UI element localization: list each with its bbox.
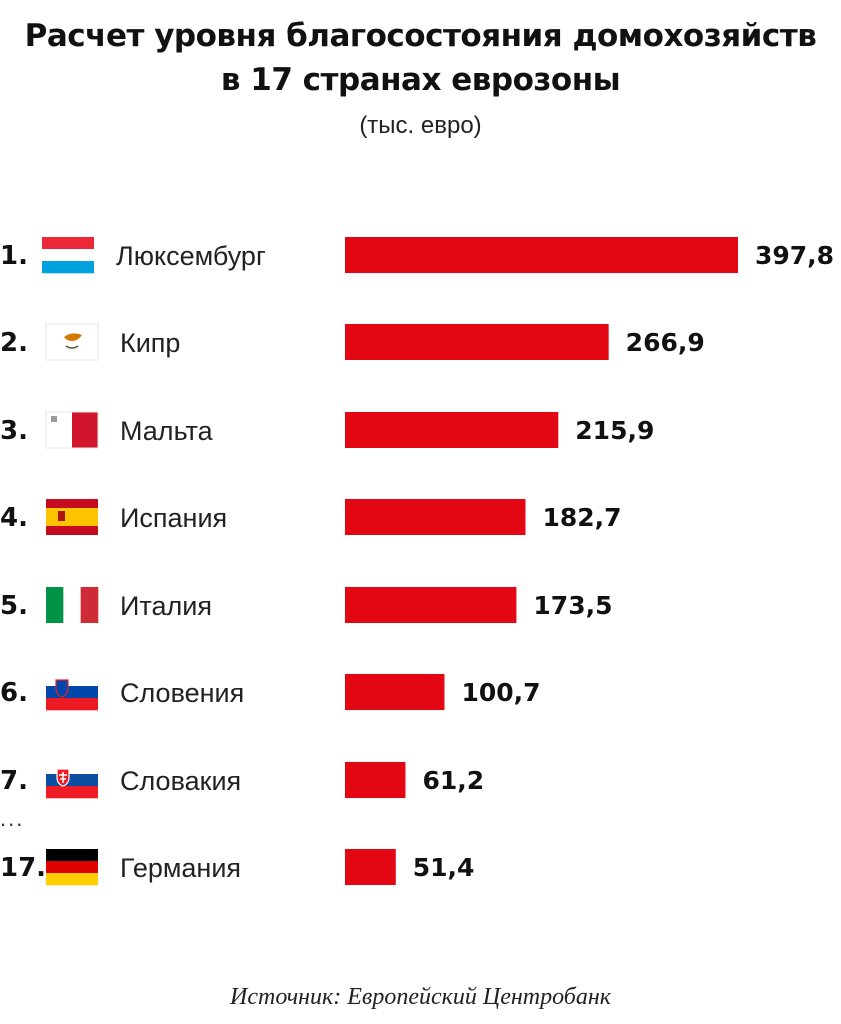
value-label: 266,9 [626, 328, 705, 357]
italy-flag-icon [46, 587, 99, 623]
cyprus-flag-icon [45, 323, 99, 361]
country-label: Люксембург [116, 241, 266, 271]
rank-label: 3. [0, 416, 28, 446]
chart-title: Расчет уровня благосостояния домохозяйст… [0, 14, 841, 102]
rank-label: 17. [0, 853, 46, 883]
value-label: 61,2 [422, 766, 484, 795]
value-label: 173,5 [533, 591, 612, 620]
rank-label: 4. [0, 503, 28, 533]
slovakia-flag-icon [46, 762, 98, 799]
bar [345, 237, 738, 273]
rank-label: 2. [0, 328, 28, 358]
value-label: 397,8 [755, 241, 834, 270]
rank-label: 6. [0, 678, 28, 708]
chart-row: 17. Германия 51,4 [0, 849, 475, 886]
chart-title-line1: Расчет уровня благосостояния домохозяйст… [24, 18, 817, 54]
spain-flag-icon [46, 499, 98, 535]
bar [345, 324, 609, 360]
bar [345, 587, 517, 623]
chart-row: 1. Люксембург 397,8 [0, 237, 834, 274]
germany-flag-icon [46, 849, 98, 886]
bar [345, 674, 445, 710]
chart-row: 4. Испания 182,7 [0, 499, 622, 535]
value-label: 215,9 [575, 416, 654, 445]
country-label: Италия [120, 591, 212, 621]
bar [345, 412, 559, 448]
chart-row: 7. Словакия 61,2 [0, 762, 484, 799]
country-label: Словения [120, 678, 244, 708]
bar [345, 499, 526, 535]
country-label: Германия [120, 853, 241, 883]
country-label: Испания [120, 503, 227, 533]
value-label: 100,7 [461, 678, 540, 707]
value-label: 182,7 [542, 503, 621, 532]
malta-flag-icon [45, 411, 99, 449]
slovenia-flag-icon [46, 674, 98, 711]
luxembourg-flag-icon [42, 237, 94, 274]
value-label: 51,4 [413, 853, 475, 882]
chart-row: 6. Словения 100,7 [0, 674, 541, 711]
chart-row: 5. Италия 173,5 [0, 587, 612, 623]
chart-subtitle-unit: (тыс. евро) [359, 112, 482, 139]
chart-row: 3. Мальта 215,9 [0, 411, 654, 449]
rank-gap-ellipsis: ... [0, 806, 25, 831]
bar [345, 762, 406, 798]
rank-label: 7. [0, 766, 28, 796]
country-label: Словакия [120, 766, 241, 796]
country-label: Кипр [120, 328, 180, 358]
rank-label: 5. [0, 591, 28, 621]
chart-row: 2. Кипр 266,9 [0, 323, 705, 361]
country-label: Мальта [120, 416, 214, 446]
chart-title-line2: в 17 странах еврозоны [220, 62, 621, 98]
rank-label: 1. [0, 241, 28, 271]
source-note: Источник: Европейский Центробанк [230, 984, 611, 1010]
bar [345, 849, 396, 885]
